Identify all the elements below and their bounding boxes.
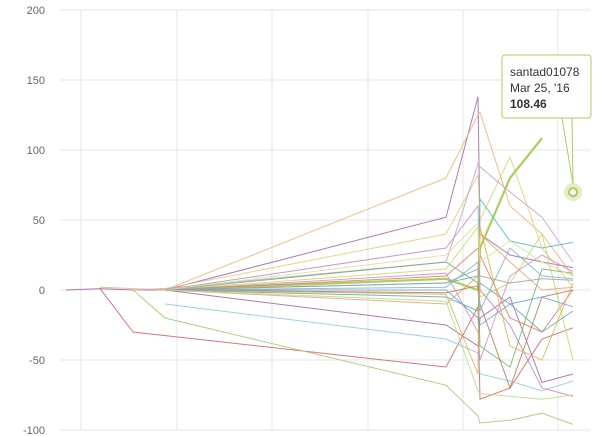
series-line[interactable]: [164, 254, 574, 361]
series-line[interactable]: [164, 221, 574, 291]
y-tick-label: 50: [33, 215, 45, 227]
series-line[interactable]: [165, 289, 574, 326]
y-tick-label: 0: [39, 285, 45, 297]
y-tick-label: 150: [27, 75, 45, 87]
series-line[interactable]: [164, 289, 574, 384]
tooltip: santad01078 Mar 25, '16 108.46: [501, 54, 592, 202]
series-line[interactable]: [164, 204, 574, 397]
y-tick-label: -100: [23, 425, 45, 436]
series-line[interactable]: [164, 289, 574, 400]
series-line[interactable]: [164, 268, 574, 291]
y-tick-label: -50: [29, 355, 45, 367]
hover-marker[interactable]: [568, 187, 578, 198]
series-line[interactable]: [164, 261, 574, 368]
y-tick-label: 100: [27, 145, 45, 157]
y-axis: 200 150 100 50 0 -50 -100: [23, 5, 45, 436]
tooltip-pointer: [561, 117, 574, 185]
series-line[interactable]: [65, 96, 574, 291]
tooltip-series-name: santad01078: [510, 65, 580, 79]
series-lines: [65, 96, 574, 425]
series-line[interactable]: [164, 226, 574, 375]
series-line[interactable]: [164, 225, 574, 361]
y-tick-label: 200: [27, 5, 45, 17]
tooltip-value: 108.46: [510, 97, 547, 111]
series-line[interactable]: [132, 155, 574, 291]
tooltip-date: Mar 25, '16: [510, 81, 570, 95]
tooltip-box: [501, 54, 592, 119]
series-line[interactable]: [132, 289, 574, 425]
series-line[interactable]: [164, 303, 574, 392]
series-line[interactable]: [99, 111, 574, 291]
series-line[interactable]: [164, 247, 574, 312]
